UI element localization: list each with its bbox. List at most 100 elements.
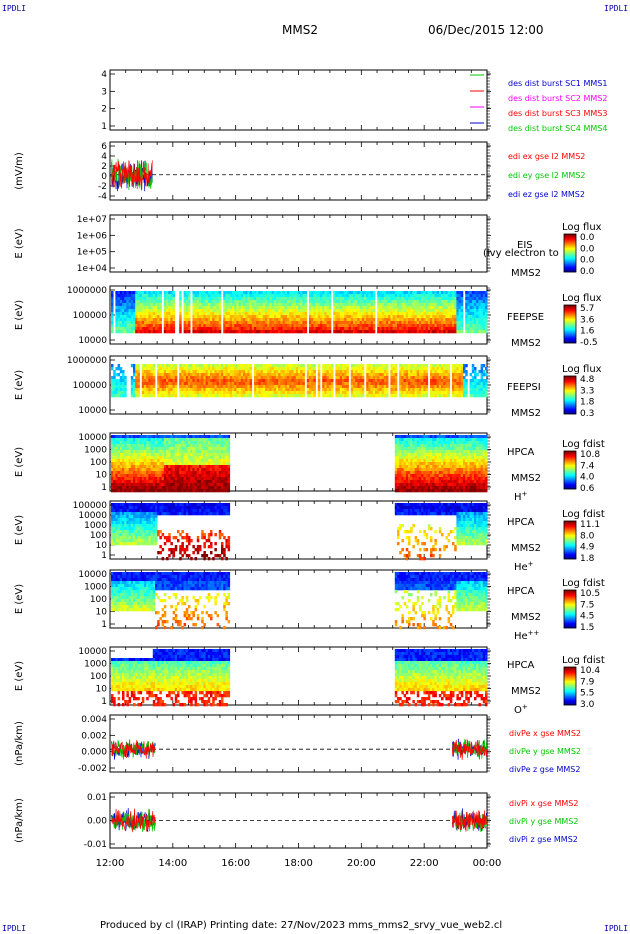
heatmap-cell bbox=[335, 327, 338, 331]
heatmap-cell bbox=[157, 465, 160, 469]
heatmap-cell bbox=[150, 456, 154, 460]
heatmap-cell bbox=[146, 376, 149, 380]
heatmap-cell bbox=[300, 291, 303, 295]
heatmap-cell bbox=[408, 309, 411, 313]
heatmap-cell bbox=[342, 379, 345, 383]
heatmap-cell bbox=[139, 300, 143, 304]
heatmap-cell bbox=[267, 321, 270, 325]
heatmap-cell bbox=[317, 291, 321, 295]
heatmap-cell bbox=[333, 309, 336, 313]
heatmap-cell bbox=[179, 388, 182, 392]
heatmap-cell bbox=[438, 385, 442, 389]
heatmap-cell bbox=[291, 391, 294, 395]
heatmap-cell bbox=[258, 373, 261, 377]
heatmap-cell bbox=[190, 364, 193, 368]
heatmap-cell bbox=[122, 327, 125, 331]
heatmap-cell bbox=[201, 303, 204, 307]
heatmap-cell bbox=[430, 303, 433, 307]
heatmap-cell bbox=[196, 388, 200, 392]
heatmap-cell bbox=[306, 364, 310, 368]
heatmap-cell bbox=[322, 385, 325, 389]
heatmap-cell bbox=[146, 385, 149, 389]
heatmap-cell bbox=[410, 315, 413, 319]
heatmap-cell bbox=[115, 441, 118, 445]
heatmap-cell bbox=[117, 315, 121, 319]
heatmap-cell bbox=[115, 306, 118, 310]
heatmap-cell bbox=[207, 324, 211, 328]
heatmap-cell bbox=[155, 297, 158, 301]
heatmap-cell bbox=[313, 291, 316, 295]
heatmap-cell bbox=[320, 309, 323, 313]
heatmap-cell bbox=[370, 303, 374, 307]
heatmap-cell bbox=[210, 297, 213, 301]
heatmap-cell bbox=[394, 382, 398, 386]
heatmap-cell bbox=[135, 330, 138, 334]
heatmap-cell bbox=[410, 327, 413, 331]
heatmap-cell bbox=[148, 435, 151, 439]
heatmap-cell bbox=[326, 330, 330, 334]
heatmap-cell bbox=[194, 318, 198, 322]
heatmap-cell bbox=[141, 444, 145, 448]
heatmap-cell bbox=[401, 297, 404, 301]
heatmap-cell bbox=[113, 373, 116, 377]
heatmap-cell bbox=[403, 330, 407, 334]
heatmap-cell bbox=[265, 370, 268, 374]
heatmap-cell bbox=[159, 435, 162, 439]
heatmap-cell bbox=[234, 318, 237, 322]
heatmap-cell bbox=[256, 367, 259, 371]
heatmap-cell bbox=[295, 309, 299, 313]
heatmap-cell bbox=[163, 309, 167, 313]
heatmap-cell bbox=[339, 291, 343, 295]
heatmap-cell bbox=[135, 438, 138, 442]
burst-legend-entry: des dist burst SC2 MMS2 bbox=[508, 94, 607, 103]
heatmap-cell bbox=[119, 462, 123, 466]
heatmap-cell bbox=[441, 300, 444, 304]
heatmap-cell bbox=[405, 303, 409, 307]
heatmap-cell bbox=[181, 385, 184, 389]
heatmap-cell bbox=[399, 379, 402, 383]
heatmap-cell bbox=[113, 444, 116, 448]
heatmap-cell bbox=[227, 321, 231, 325]
heatmap-cell bbox=[465, 379, 468, 383]
heatmap-cell bbox=[436, 324, 440, 328]
heatmap-cell bbox=[212, 373, 215, 377]
heatmap-cell bbox=[423, 291, 426, 295]
heatmap-cell bbox=[392, 306, 396, 310]
heatmap-cell bbox=[416, 309, 420, 313]
heatmap-cell bbox=[126, 315, 129, 319]
heatmap-cell bbox=[284, 388, 288, 392]
heatmap-cell bbox=[278, 300, 281, 304]
heatmap-cell bbox=[168, 373, 171, 377]
hpca-h-heatmap bbox=[111, 435, 488, 493]
heatmap-cell bbox=[240, 330, 244, 334]
heatmap-cell bbox=[119, 447, 123, 451]
heatmap-cell bbox=[152, 303, 156, 307]
heatmap-cell bbox=[438, 312, 442, 316]
heatmap-cell bbox=[383, 394, 387, 398]
heatmap-cell bbox=[441, 391, 444, 395]
heatmap-cell bbox=[126, 450, 129, 454]
heatmap-cell bbox=[207, 330, 211, 334]
heatmap-cell bbox=[119, 370, 123, 374]
heatmap-cell bbox=[427, 300, 431, 304]
heatmap-cell bbox=[221, 370, 224, 374]
heatmap-cell bbox=[478, 291, 481, 295]
heatmap-cell bbox=[313, 379, 316, 383]
heatmap-cell bbox=[394, 370, 398, 374]
heatmap-cell bbox=[337, 394, 341, 398]
heatmap-cell bbox=[152, 297, 156, 301]
heatmap-cell bbox=[430, 394, 433, 398]
heatmap-cell bbox=[485, 379, 488, 383]
heatmap-cell bbox=[342, 297, 345, 301]
heatmap-cell bbox=[137, 483, 140, 487]
heatmap-cell bbox=[368, 303, 371, 307]
heatmap-cell bbox=[357, 327, 360, 331]
heatmap-cell bbox=[485, 294, 488, 298]
heatmap-cell bbox=[232, 291, 235, 295]
heatmap-cell bbox=[478, 318, 481, 322]
heatmap-cell bbox=[152, 306, 156, 310]
heatmap-cell bbox=[388, 303, 391, 307]
heatmap-cell bbox=[179, 300, 182, 304]
heatmap-cell bbox=[271, 391, 275, 395]
heatmap-cell bbox=[460, 327, 464, 331]
